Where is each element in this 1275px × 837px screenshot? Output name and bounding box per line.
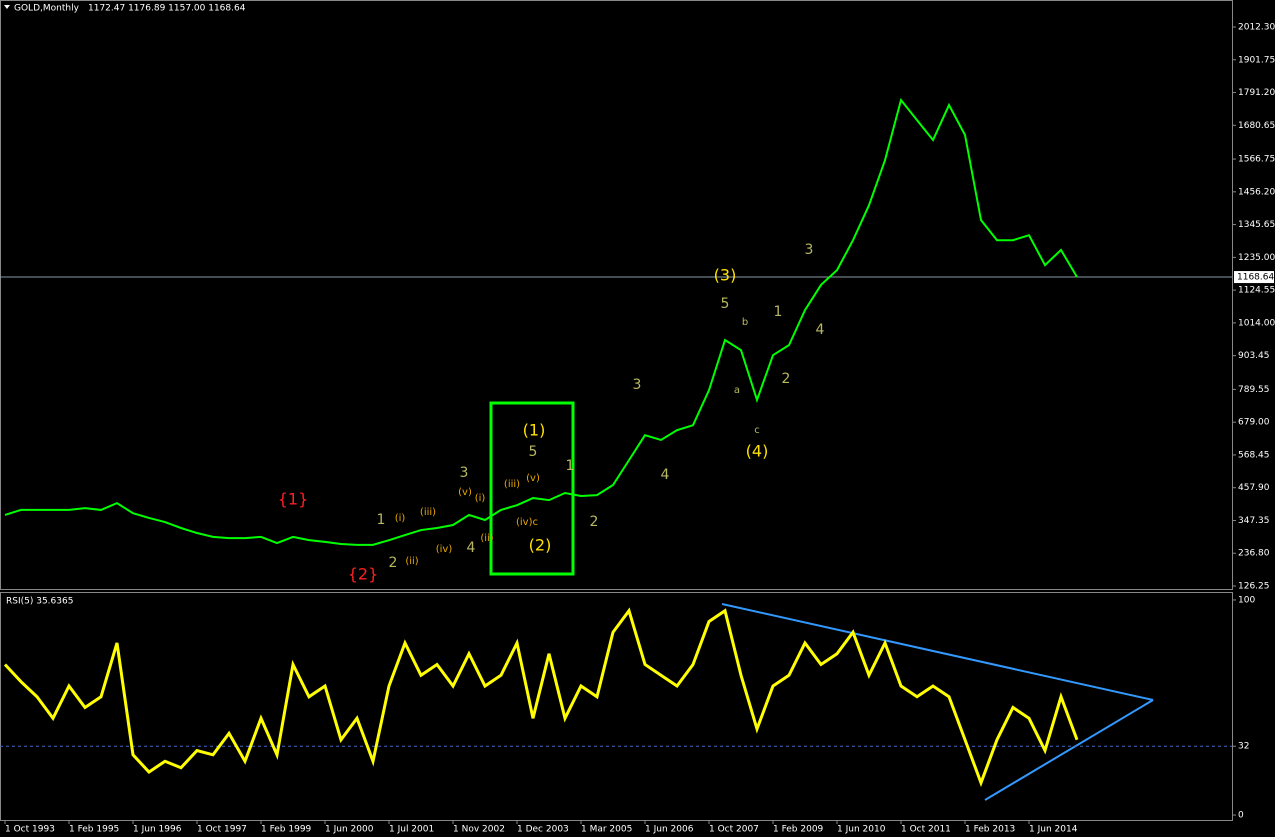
series-line: [3, 607, 1079, 788]
y-tick-label: 1124.55: [1238, 286, 1275, 296]
x-tick-label: 1 Oct 1997: [197, 825, 247, 835]
y-tick-label: 1456.20: [1238, 187, 1275, 197]
trend-line: [984, 699, 1154, 801]
wave-label: (i): [475, 493, 486, 504]
last-price-label: 1168.64: [1237, 273, 1274, 283]
wave-label: a: [734, 385, 740, 396]
y-tick-label: 100: [1238, 595, 1255, 605]
y-tick-label: 347.35: [1238, 516, 1270, 526]
y-tick-label: 1014.00: [1238, 318, 1275, 328]
last-price-box: [1234, 271, 1274, 284]
wave-label: (v): [458, 487, 472, 498]
x-tick-label: 1 Oct 1993: [5, 825, 55, 835]
wave-label: 2: [389, 555, 398, 571]
rsi-title: RSI(5) 35.6365: [6, 597, 73, 607]
x-tick-label: 1 Oct 2011: [901, 825, 951, 835]
wave-label: (4): [746, 442, 769, 461]
x-tick-label: 1 Jun 2006: [645, 825, 694, 835]
wave-label: 2: [590, 514, 599, 530]
wave-label: 1: [377, 512, 386, 528]
x-tick-label: 1 Feb 1995: [69, 825, 119, 835]
x-tick-label: 1 Jun 2014: [1029, 825, 1078, 835]
wave-label: 3: [633, 377, 642, 393]
x-tick-label: 1 Dec 2003: [517, 825, 569, 835]
wave-label: (ii): [480, 533, 493, 544]
x-tick-label: 1 Oct 2007: [709, 825, 759, 835]
wave-label: 4: [661, 467, 670, 483]
wave-label: {1}: [278, 490, 309, 509]
wave-label: (1): [523, 421, 546, 440]
rsi-panel: [0, 592, 1233, 821]
wave-label: 5: [529, 444, 538, 460]
wave-label: {2}: [348, 565, 379, 584]
y-tick-label: 1566.75: [1238, 155, 1275, 165]
wave-label: 3: [805, 242, 814, 258]
y-tick-label: 568.45: [1238, 450, 1270, 460]
wave-label: (iv)c: [516, 517, 538, 528]
x-tick-label: 1 Jun 1996: [133, 825, 182, 835]
wave-label: (ii): [405, 556, 418, 567]
x-tick-label: 1 Jun 2010: [837, 825, 886, 835]
x-tick-label: 1 Mar 2005: [581, 825, 632, 835]
y-tick-label: 1235.00: [1238, 253, 1275, 263]
wave-label: (2): [529, 536, 552, 555]
x-tick-label: 1 Feb 2013: [965, 825, 1015, 835]
wave-label: 4: [816, 322, 825, 338]
wave-label: (v): [526, 473, 540, 484]
y-tick-label: 1791.20: [1238, 88, 1275, 98]
wave-label: (iii): [420, 507, 436, 518]
trend-line: [721, 603, 1154, 701]
y-tick-label: 679.00: [1238, 418, 1270, 428]
wave-label: (iv): [436, 544, 453, 555]
x-tick-label: 1 Jun 2000: [325, 825, 374, 835]
y-tick-label: 789.55: [1238, 385, 1270, 395]
x-tick-label: 1 Nov 2002: [453, 825, 505, 835]
y-tick-label: 903.45: [1238, 351, 1270, 361]
wave-label: (3): [714, 266, 737, 285]
wave-label: 4: [467, 540, 476, 556]
y-tick-label: 0: [1238, 811, 1244, 821]
price-panel: [0, 0, 1233, 590]
wave-label: 1: [566, 458, 575, 474]
y-tick-label: 126.25: [1238, 582, 1270, 592]
ohlc: 1172.47 1176.89 1157.00 1168.64: [88, 4, 246, 14]
x-tick-label: 1 Feb 2009: [773, 825, 824, 835]
y-tick-label: 1345.65: [1238, 220, 1275, 230]
wave-label: 3: [460, 465, 469, 481]
wave-label: 1: [774, 304, 783, 320]
wave-label: b: [742, 317, 748, 328]
x-tick-label: 1 Jul 2001: [389, 825, 434, 835]
y-tick-label: 457.90: [1238, 483, 1270, 493]
y-tick-label: 1680.65: [1238, 121, 1275, 131]
wave-label: (i): [395, 513, 406, 524]
y-tick-label: 2012.30: [1238, 23, 1275, 33]
highlight-box: [489, 401, 575, 576]
menu-arrow: [4, 5, 10, 9]
wave-label: 5: [721, 296, 730, 312]
y-tick-label: 236.80: [1238, 549, 1270, 559]
y-tick-label: 1901.75: [1238, 55, 1275, 65]
series-line: [4, 97, 1078, 546]
x-tick-label: 1 Feb 1999: [261, 825, 312, 835]
symbol-title: GOLD,Monthly: [14, 4, 80, 14]
y-tick-label: 32: [1238, 742, 1249, 752]
wave-label: (iii): [504, 479, 520, 490]
wave-label: 2: [782, 371, 791, 387]
wave-label: c: [754, 425, 760, 436]
